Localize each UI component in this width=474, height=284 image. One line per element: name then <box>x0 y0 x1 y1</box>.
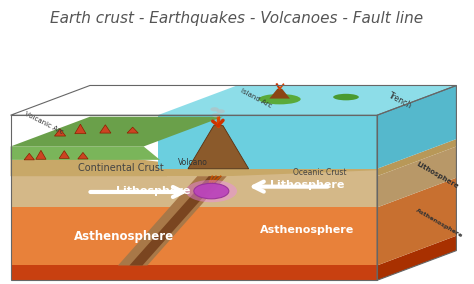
Polygon shape <box>118 176 227 266</box>
Polygon shape <box>55 129 66 136</box>
Text: Lithosphere: Lithosphere <box>416 161 460 190</box>
Text: Trench: Trench <box>387 91 413 110</box>
Polygon shape <box>36 150 46 159</box>
Polygon shape <box>59 151 69 158</box>
Polygon shape <box>10 117 223 147</box>
Text: Oceanic Crust: Oceanic Crust <box>293 168 346 177</box>
Polygon shape <box>78 153 88 159</box>
Polygon shape <box>129 176 222 266</box>
Text: Volcano: Volcano <box>178 158 208 167</box>
Polygon shape <box>158 169 377 176</box>
Polygon shape <box>10 157 167 176</box>
Ellipse shape <box>186 180 237 202</box>
Ellipse shape <box>194 183 229 199</box>
Ellipse shape <box>210 107 219 111</box>
Ellipse shape <box>333 94 359 100</box>
Ellipse shape <box>212 113 220 117</box>
Text: Island Arc: Island Arc <box>240 87 273 109</box>
Polygon shape <box>75 124 86 134</box>
Polygon shape <box>377 178 456 266</box>
Polygon shape <box>377 236 456 280</box>
Polygon shape <box>100 125 111 133</box>
Polygon shape <box>10 176 377 207</box>
Polygon shape <box>10 207 377 266</box>
Polygon shape <box>10 147 160 160</box>
Text: Asthenosphere: Asthenosphere <box>73 230 174 243</box>
Text: Continental Crust: Continental Crust <box>78 163 164 173</box>
Polygon shape <box>227 170 377 201</box>
Polygon shape <box>377 85 456 169</box>
Text: Asthenosphere: Asthenosphere <box>260 225 355 235</box>
Polygon shape <box>377 139 456 176</box>
Polygon shape <box>10 266 377 280</box>
Ellipse shape <box>217 109 225 113</box>
Polygon shape <box>188 126 249 169</box>
Text: Asthenosphere: Asthenosphere <box>415 208 464 239</box>
Text: Earth crust - Earthquakes - Volcanoes - Fault line: Earth crust - Earthquakes - Volcanoes - … <box>50 11 424 26</box>
Text: Volcanic Arc: Volcanic Arc <box>23 111 64 135</box>
Polygon shape <box>147 207 377 262</box>
Polygon shape <box>24 153 35 160</box>
Polygon shape <box>269 89 290 99</box>
Ellipse shape <box>259 94 301 104</box>
Polygon shape <box>158 115 377 169</box>
Text: Lithosphere: Lithosphere <box>116 186 190 196</box>
Polygon shape <box>377 147 456 207</box>
Polygon shape <box>158 85 456 115</box>
Text: Lithosphere: Lithosphere <box>270 180 344 190</box>
Polygon shape <box>127 127 138 133</box>
